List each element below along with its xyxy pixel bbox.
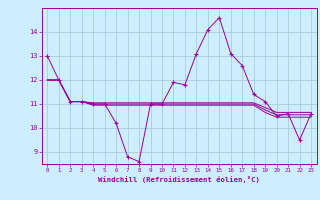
X-axis label: Windchill (Refroidissement éolien,°C): Windchill (Refroidissement éolien,°C): [98, 176, 260, 183]
